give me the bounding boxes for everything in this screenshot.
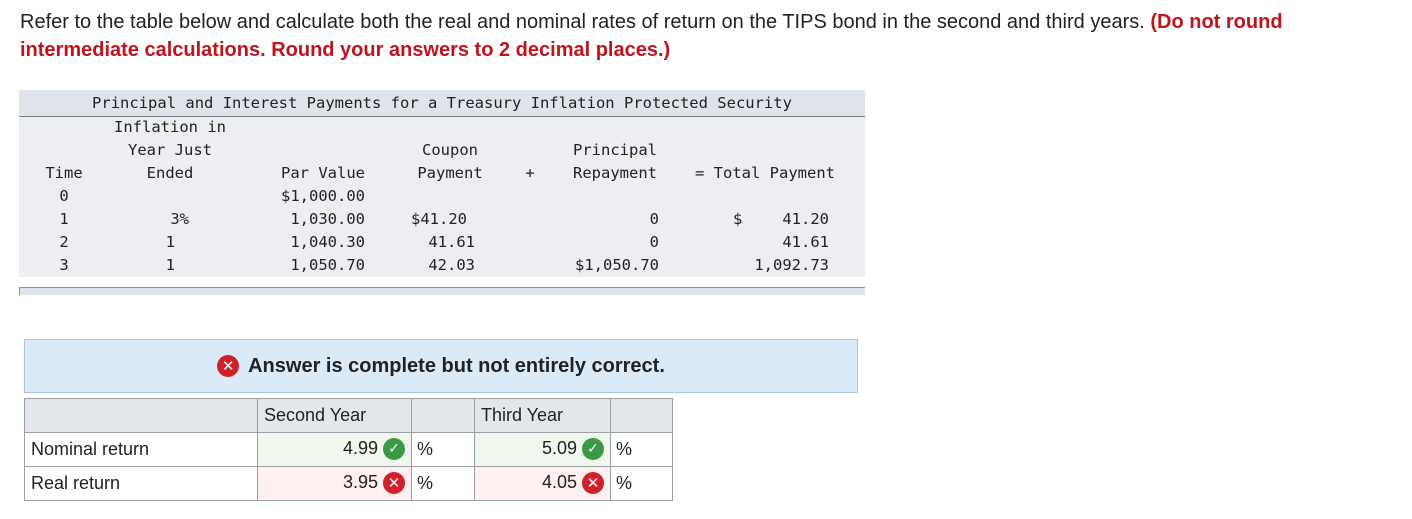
row3-inflation: 1	[165, 256, 175, 274]
banner-text: Answer is complete but not entirely corr…	[248, 354, 665, 377]
header-plus: +	[525, 164, 535, 182]
row1-par: 1,030.00	[290, 210, 365, 228]
header-third-unit	[610, 398, 673, 433]
question-instruction: (Do not round intermediate calculations.…	[20, 11, 1283, 61]
table-body: Inflation in Year Just Ended Time Par Va…	[19, 117, 865, 277]
header-coupon-line2: Payment	[417, 164, 483, 182]
row2-total: 41.61	[782, 233, 829, 251]
question-body: Refer to the table below and calculate b…	[20, 11, 1145, 33]
row3-coupon: 42.03	[428, 256, 475, 274]
row3-time: 3	[59, 256, 69, 274]
header-empty	[24, 398, 258, 433]
header-inflation-line1: Inflation in	[114, 118, 226, 136]
nominal-second-unit: %	[411, 432, 475, 467]
table-row-nominal: Nominal return 4.99 ✓ % 5.09 ✓ %	[24, 432, 673, 467]
header-third-year: Third Year	[474, 398, 611, 433]
header-inflation-line3: Ended	[146, 164, 194, 182]
table-footer-bar	[19, 287, 865, 295]
real-return-label: Real return	[24, 466, 258, 501]
nominal-third-cell[interactable]: 5.09 ✓	[474, 432, 611, 467]
nominal-third-unit: %	[610, 432, 673, 467]
check-circle-icon: ✓	[582, 437, 604, 460]
nominal-second-value[interactable]: 4.99	[342, 438, 378, 459]
table-row-real: Real return 3.95 ✕ % 4.05 ✕ %	[24, 466, 673, 501]
row1-principal: 0	[649, 210, 659, 228]
x-circle-icon: ✕	[217, 355, 240, 377]
row2-par: 1,040.30	[290, 233, 365, 251]
row2-coupon: 41.61	[428, 233, 475, 251]
x-circle-icon: ✕	[582, 471, 604, 494]
row1-total: 41.20	[782, 210, 829, 228]
table-title: Principal and Interest Payments for a Tr…	[19, 90, 865, 117]
nominal-return-label: Nominal return	[24, 432, 258, 467]
real-third-cell[interactable]: 4.05 ✕	[474, 466, 611, 501]
x-circle-icon: ✕	[383, 471, 405, 494]
question-text: Refer to the table below and calculate b…	[20, 8, 1405, 64]
row3-total: 1,092.73	[754, 256, 829, 274]
real-third-unit: %	[610, 466, 673, 501]
row2-inflation: 1	[165, 233, 175, 251]
header-time: Time	[45, 164, 83, 182]
row1-inflation: 3%	[170, 210, 189, 228]
answer-status-banner: ✕ Answer is complete but not entirely co…	[24, 339, 858, 393]
real-second-cell[interactable]: 3.95 ✕	[257, 466, 412, 501]
row3-principal: $1,050.70	[575, 256, 659, 274]
answer-table: Second Year Third Year Nominal return 4.…	[24, 398, 673, 501]
tips-payment-table: Principal and Interest Payments for a Tr…	[19, 90, 865, 295]
nominal-third-value[interactable]: 5.09	[541, 438, 577, 459]
check-circle-icon: ✓	[383, 437, 405, 460]
row1-coupon: $41.20	[411, 210, 467, 228]
real-second-unit: %	[411, 466, 475, 501]
row2-principal: 0	[649, 233, 659, 251]
row0-par: $1,000.00	[281, 187, 365, 205]
header-second-unit	[411, 398, 475, 433]
header-total-payment: = Total Payment	[695, 164, 835, 182]
row1-total-sign: $	[733, 210, 743, 228]
header-par-value: Par Value	[281, 164, 365, 182]
header-principal-line1: Principal	[573, 141, 657, 159]
row0-time: 0	[59, 187, 69, 205]
row1-time: 1	[59, 210, 69, 228]
nominal-second-cell[interactable]: 4.99 ✓	[257, 432, 412, 467]
header-inflation-line2: Year Just	[128, 141, 212, 159]
row3-par: 1,050.70	[290, 256, 365, 274]
row2-time: 2	[59, 233, 69, 251]
header-second-year: Second Year	[257, 398, 412, 433]
real-second-value[interactable]: 3.95	[342, 472, 378, 493]
real-third-value[interactable]: 4.05	[541, 472, 577, 493]
answer-header-row: Second Year Third Year	[24, 398, 673, 433]
header-coupon-line1: Coupon	[422, 141, 478, 159]
header-principal-line2: Repayment	[573, 164, 657, 182]
